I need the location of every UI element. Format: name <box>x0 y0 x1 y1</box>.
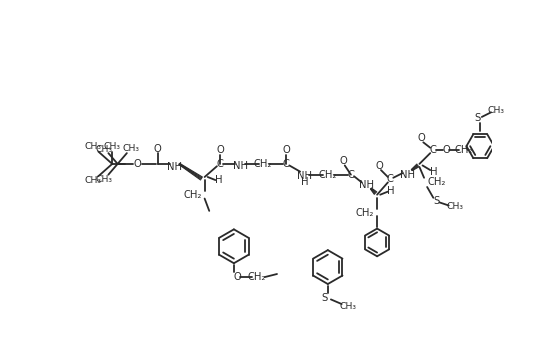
Text: O: O <box>418 133 426 144</box>
Text: NH: NH <box>399 170 415 180</box>
Text: O: O <box>443 145 450 155</box>
Text: O: O <box>375 161 383 171</box>
Text: O: O <box>134 159 141 169</box>
Text: H: H <box>387 186 395 196</box>
Text: CH₃: CH₃ <box>84 176 101 186</box>
Text: C: C <box>347 170 355 180</box>
Text: CH₂: CH₂ <box>356 208 374 218</box>
Text: NH: NH <box>167 162 182 172</box>
Text: CH₃: CH₃ <box>95 175 112 184</box>
Text: S: S <box>433 196 439 206</box>
Text: C: C <box>429 145 436 155</box>
Text: O: O <box>282 145 290 155</box>
Text: NH: NH <box>297 171 312 181</box>
Text: CH₃: CH₃ <box>104 143 121 151</box>
Text: O: O <box>233 272 241 282</box>
Text: CH₃: CH₃ <box>487 106 504 114</box>
Text: S: S <box>474 113 481 124</box>
Text: CH₂: CH₂ <box>454 145 472 155</box>
Text: CH₃: CH₃ <box>339 302 356 311</box>
Text: CH₂: CH₂ <box>248 272 266 282</box>
Text: NH: NH <box>232 161 248 171</box>
Text: CH₃: CH₃ <box>123 144 140 153</box>
Text: O: O <box>216 145 224 155</box>
Text: CH₃: CH₃ <box>447 202 464 211</box>
Text: CH₃: CH₃ <box>95 145 112 154</box>
Text: C: C <box>216 159 224 169</box>
Text: S: S <box>322 293 328 303</box>
Text: O: O <box>154 144 162 153</box>
Text: C: C <box>283 159 290 169</box>
Text: C: C <box>387 174 393 184</box>
Text: CH₂: CH₂ <box>254 159 272 169</box>
Text: H: H <box>430 166 437 177</box>
Text: CH₂: CH₂ <box>318 170 337 180</box>
Text: NH: NH <box>359 181 374 190</box>
Text: CH₃: CH₃ <box>84 143 101 151</box>
Text: O: O <box>339 156 347 166</box>
Text: H: H <box>215 175 222 185</box>
Text: H: H <box>301 177 309 187</box>
Text: CH₂: CH₂ <box>183 190 202 201</box>
Text: CH₂: CH₂ <box>427 177 446 187</box>
